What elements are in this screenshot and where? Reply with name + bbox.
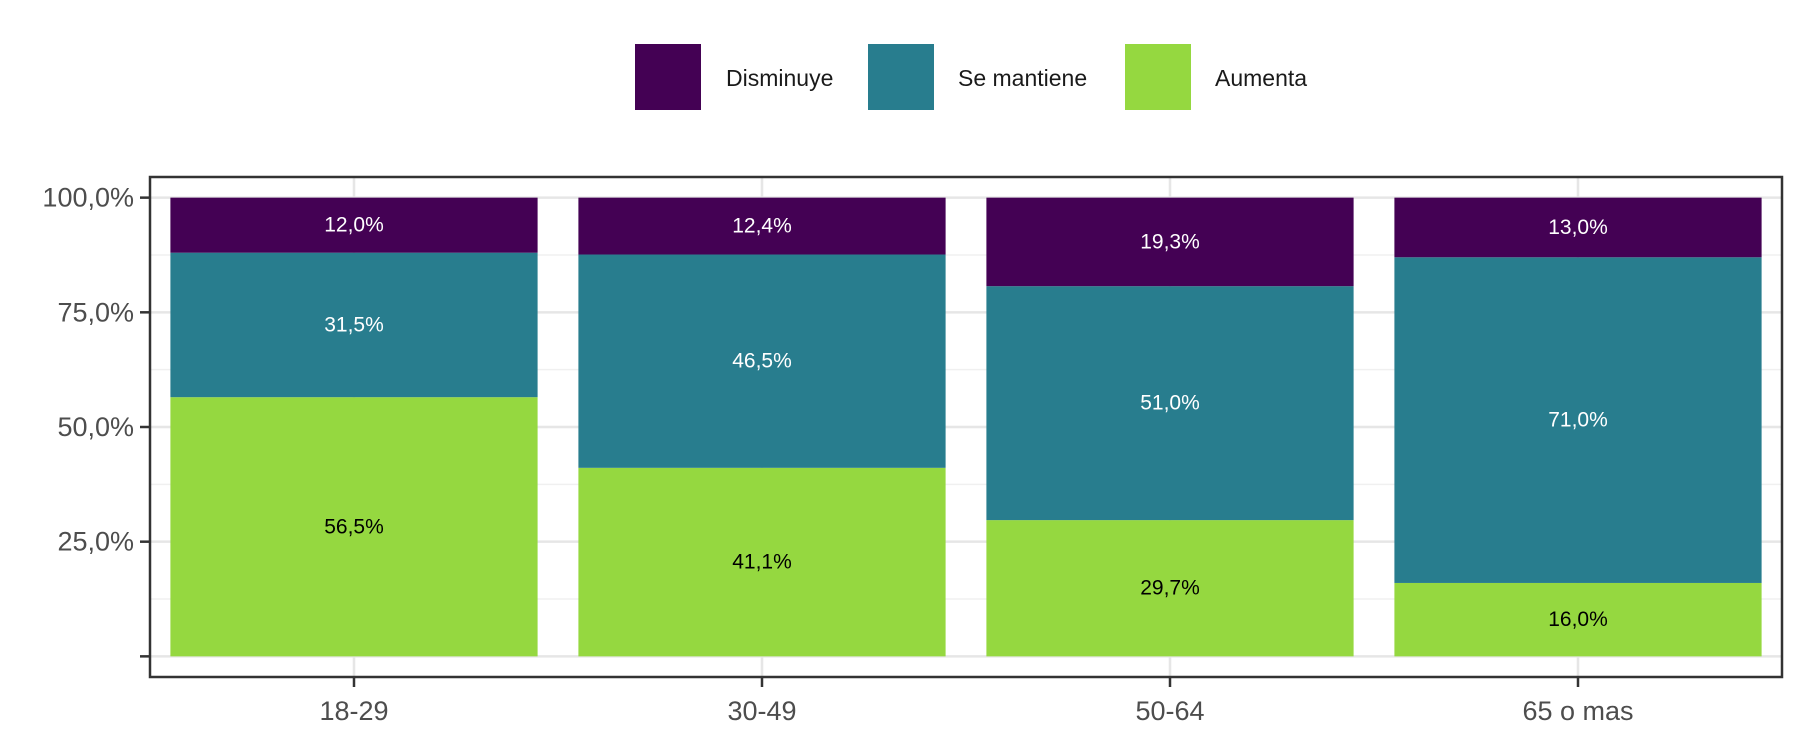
data-label-se-mantiene-65-o-mas: 71,0% (1548, 409, 1608, 432)
data-label-disminuye-50-64: 19,3% (1140, 230, 1200, 253)
y-tick-label-100: 100,0% (42, 183, 134, 213)
bar-se-mantiene-30-49 (578, 254, 946, 468)
legend-label-se-mantiene: Se mantiene (958, 65, 1087, 91)
data-label-se-mantiene-50-64: 51,0% (1140, 392, 1200, 415)
x-tick-label-50-64: 50-64 (1135, 696, 1204, 726)
bar-disminuye-30-49 (578, 197, 946, 255)
x-tick-label-30-49: 30-49 (727, 696, 796, 726)
data-label-se-mantiene-30-49: 46,5% (732, 350, 792, 373)
data-label-aumenta-18-29: 56,5% (324, 515, 384, 538)
y-tick-label-50: 50,0% (57, 412, 134, 442)
data-label-aumenta-65-o-mas: 16,0% (1548, 608, 1608, 631)
legend-label-disminuye: Disminuye (726, 65, 833, 91)
data-label-aumenta-30-49: 41,1% (732, 551, 792, 574)
data-label-disminuye-30-49: 12,4% (732, 215, 792, 238)
bar-disminuye-65-o-mas (1394, 197, 1762, 258)
y-tick-label-25: 25,0% (57, 527, 134, 557)
data-label-aumenta-50-64: 29,7% (1140, 577, 1200, 600)
bar-se-mantiene-18-29 (170, 252, 538, 398)
bar-se-mantiene-65-o-mas (1394, 257, 1762, 583)
y-tick-label-75: 75,0% (57, 297, 134, 327)
bar-aumenta-50-64 (986, 520, 1354, 657)
bar-aumenta-18-29 (170, 397, 538, 657)
bar-aumenta-65-o-mas (1394, 582, 1762, 657)
x-tick-label-18-29: 18-29 (319, 696, 388, 726)
x-tick-label-65-o-mas: 65 o mas (1522, 696, 1633, 726)
data-label-disminuye-65-o-mas: 13,0% (1548, 216, 1608, 239)
legend-label-aumenta: Aumenta (1215, 65, 1307, 91)
data-label-se-mantiene-18-29: 31,5% (324, 313, 384, 336)
bar-disminuye-18-29 (170, 197, 538, 253)
bar-aumenta-30-49 (578, 467, 946, 657)
legend-swatch-aumenta (1125, 44, 1191, 110)
bar-se-mantiene-50-64 (986, 286, 1354, 521)
data-label-disminuye-18-29: 12,0% (324, 214, 384, 237)
legend-swatch-disminuye (635, 44, 701, 110)
bar-disminuye-50-64 (986, 197, 1354, 287)
legend-swatch-se-mantiene (868, 44, 934, 110)
